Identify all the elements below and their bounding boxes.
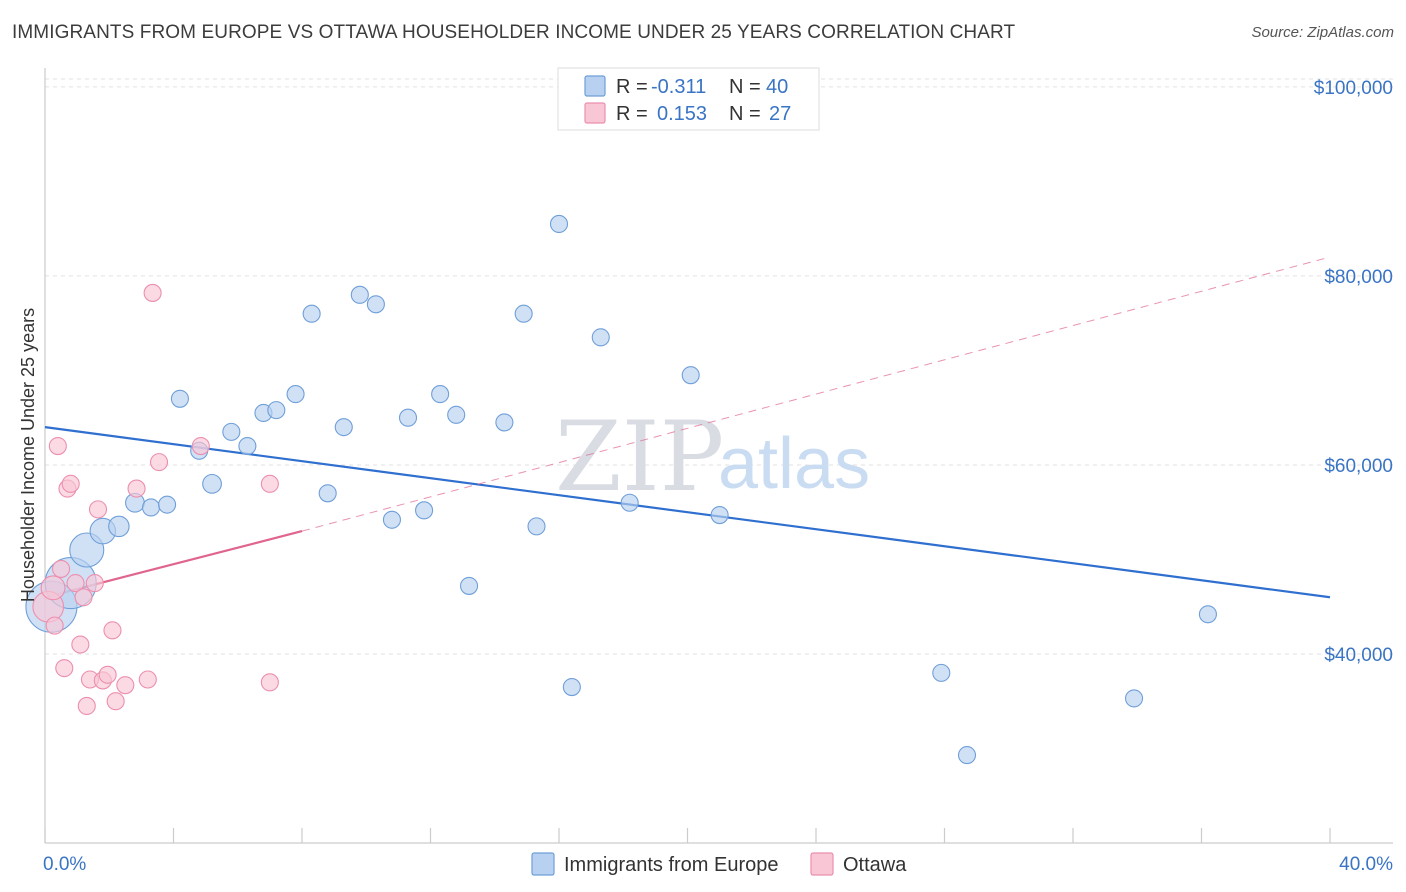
europe-point-14 <box>267 401 286 420</box>
legend-swatch-europe <box>584 75 606 97</box>
legend-r-value-europe: -0.311 <box>651 76 706 98</box>
europe-point-31 <box>562 678 581 697</box>
ottawa-point-23 <box>149 453 169 472</box>
y-tick-label-1: $60,000 <box>1324 456 1393 477</box>
europe-point-33 <box>620 493 639 512</box>
grid-lines <box>45 78 1393 655</box>
ottawa-point-9 <box>71 635 90 654</box>
europe-point-18 <box>334 418 353 437</box>
trend-line-0 <box>44 426 1331 599</box>
europe-point-10 <box>202 473 222 494</box>
axes <box>44 68 1393 844</box>
series-label-ottawa: Ottawa <box>843 854 907 876</box>
y-axis-label: Householder Income Under 25 years <box>18 308 38 602</box>
europe-point-15 <box>286 385 305 404</box>
europe-point-6 <box>141 498 161 517</box>
europe-point-24 <box>431 385 450 404</box>
ottawa-point-24 <box>191 436 210 456</box>
ottawa-point-17 <box>103 621 122 640</box>
legend-r-label-europe: R = <box>616 76 648 98</box>
ottawa-point-18 <box>106 692 125 711</box>
europe-point-32 <box>591 328 610 347</box>
series-swatch-ottawa <box>810 852 834 876</box>
ottawa-point-25 <box>260 474 279 493</box>
chart-title: IMMIGRANTS FROM EUROPE VS OTTAWA HOUSEHO… <box>12 22 1016 43</box>
watermark-zip: ZIP <box>555 401 724 513</box>
europe-point-12 <box>238 436 257 456</box>
europe-point-39 <box>1198 605 1217 624</box>
x-tick-label-1: 40.0% <box>1339 854 1393 875</box>
europe-point-7 <box>158 495 177 514</box>
europe-point-36 <box>932 663 951 682</box>
watermark: ZIP atlas <box>555 401 870 513</box>
europe-point-30 <box>549 214 569 233</box>
series-legend: Immigrants from Europe Ottawa <box>531 852 907 876</box>
europe-point-34 <box>681 366 700 385</box>
europe-point-8 <box>170 389 189 408</box>
europe-point-27 <box>495 413 514 432</box>
europe-point-22 <box>398 408 418 427</box>
ottawa-point-7 <box>61 474 80 493</box>
ottawa-point-16 <box>98 665 117 684</box>
europe-point-11 <box>222 422 241 441</box>
y-tick-labels: $40,000 $60,000 $80,000 $100,000 <box>1314 78 1393 666</box>
data-points <box>25 214 1217 765</box>
legend-n-label-europe: N = <box>729 76 761 98</box>
ottawa-point-1 <box>40 575 66 601</box>
y-tick-label-2: $80,000 <box>1324 267 1393 288</box>
y-tick-label-3: $100,000 <box>1314 78 1393 99</box>
ottawa-point-8 <box>66 574 85 593</box>
europe-point-23 <box>415 501 434 520</box>
trend-line-2 <box>301 256 1331 532</box>
y-tick-label-0: $40,000 <box>1324 645 1393 666</box>
legend-swatch-ottawa <box>584 102 606 124</box>
legend-r-label-ottawa: R = <box>616 103 648 125</box>
ottawa-point-19 <box>116 676 135 695</box>
ottawa-point-22 <box>143 283 162 302</box>
europe-point-4 <box>108 515 130 538</box>
correlation-legend: R = -0.311 N = 40 R = 0.153 N = 27 <box>557 67 820 131</box>
europe-point-29 <box>527 517 546 536</box>
europe-point-28 <box>514 304 533 323</box>
legend-n-value-ottawa: 27 <box>769 103 791 125</box>
ottawa-point-4 <box>52 559 71 578</box>
legend-n-label-ottawa: N = <box>729 103 761 125</box>
x-tick-labels: 0.0% 40.0% <box>43 854 1393 875</box>
source-credit: Source: ZipAtlas.com <box>1251 24 1394 41</box>
ottawa-point-11 <box>77 696 96 716</box>
x-tick-label-0: 0.0% <box>43 854 86 875</box>
ottawa-point-13 <box>85 574 104 593</box>
ottawa-point-20 <box>127 479 146 498</box>
europe-point-37 <box>957 746 977 765</box>
series-swatch-europe <box>531 852 555 876</box>
europe-point-26 <box>459 576 479 595</box>
ottawa-point-2 <box>45 616 64 635</box>
europe-point-16 <box>302 304 321 323</box>
europe-point-35 <box>710 505 729 525</box>
europe-point-38 <box>1124 689 1144 708</box>
europe-point-25 <box>447 405 466 424</box>
watermark-atlas: atlas <box>718 424 870 504</box>
europe-point-17 <box>318 484 337 503</box>
ottawa-point-26 <box>260 673 279 692</box>
ottawa-point-14 <box>88 500 108 519</box>
legend-r-value-ottawa: 0.153 <box>657 103 707 125</box>
europe-point-21 <box>382 510 402 529</box>
ottawa-point-3 <box>48 436 67 456</box>
ottawa-point-10 <box>74 588 93 607</box>
ottawa-point-5 <box>55 659 74 678</box>
series-label-europe: Immigrants from Europe <box>564 854 779 876</box>
x-tick-marks <box>44 828 1331 843</box>
europe-point-20 <box>366 295 385 314</box>
europe-point-19 <box>350 285 369 304</box>
ottawa-point-21 <box>138 670 157 689</box>
legend-n-value-europe: 40 <box>766 76 788 98</box>
